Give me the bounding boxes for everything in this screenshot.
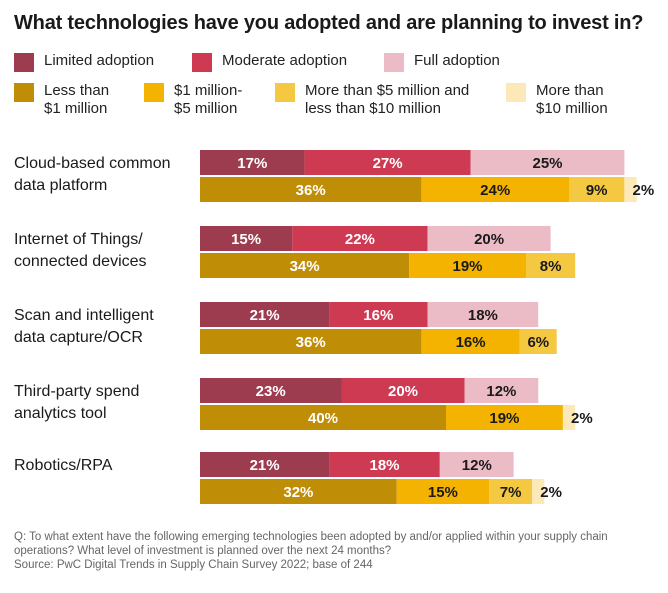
investment-value-label: 7% xyxy=(500,484,522,501)
legend-swatch xyxy=(384,53,404,72)
legend-label: More than $5 million and less than $10 m… xyxy=(305,82,470,117)
adoption-bar-segment xyxy=(341,378,465,403)
investment-bar-segment xyxy=(489,479,533,504)
legend-swatch xyxy=(275,83,295,102)
adoption-value-label: 27% xyxy=(373,155,403,172)
investment-value-label: 34% xyxy=(290,258,320,275)
legend-swatch xyxy=(192,53,212,72)
investment-bar-segment xyxy=(409,253,526,278)
chart-title: What technologies have you adopted and a… xyxy=(14,12,644,34)
legend-item-more-than-10m: More than $10 million xyxy=(506,82,608,118)
investment-value-label: 40% xyxy=(308,410,338,427)
category-label-ocr: Scan and intelligent data capture/OCR xyxy=(14,307,154,346)
investment-value-label: 15% xyxy=(428,484,458,501)
category-label-cloud: Cloud-based common data platform xyxy=(14,155,171,194)
footnote-question: Q: To what extent have the following eme… xyxy=(14,531,608,557)
adoption-value-label: 20% xyxy=(474,231,504,248)
legend-item-full-adoption: Full adoption xyxy=(384,52,500,72)
legend-item-limited-adoption: Limited adoption xyxy=(14,52,154,72)
adoption-value-label: 23% xyxy=(256,383,286,400)
investment-value-label: 2% xyxy=(540,484,562,501)
adoption-bar-segment xyxy=(464,378,539,403)
investment-bar-segment xyxy=(519,329,557,354)
adoption-value-label: 18% xyxy=(468,307,498,324)
adoption-bar-segment xyxy=(427,226,551,251)
adoption-value-label: 20% xyxy=(388,383,418,400)
investment-bar-segment xyxy=(200,253,410,278)
adoption-bar-segment xyxy=(200,226,293,251)
legend-swatch xyxy=(14,83,34,102)
investment-bar-segment xyxy=(624,177,637,202)
footnote-source: Source: PwC Digital Trends in Supply Cha… xyxy=(14,559,373,571)
legend-swatch xyxy=(144,83,164,102)
investment-bar-segment xyxy=(200,479,397,504)
investment-bar-segment xyxy=(200,177,422,202)
investment-value-label: 6% xyxy=(527,334,549,351)
adoption-value-label: 12% xyxy=(462,457,492,474)
adoption-bar-segment xyxy=(200,378,342,403)
investment-bar-segment xyxy=(526,253,576,278)
category-label-robotics: Robotics/RPA xyxy=(14,457,113,474)
legend-label: $1 million- $5 million xyxy=(174,82,243,117)
investment-value-label: 16% xyxy=(456,334,486,351)
legend-label: Moderate adoption xyxy=(222,52,348,69)
legend-item-5m-10m: More than $5 million and less than $10 m… xyxy=(275,82,469,118)
investment-value-label: 2% xyxy=(633,182,655,199)
investment-value-label: 9% xyxy=(586,182,608,199)
investment-value-label: 2% xyxy=(571,410,593,427)
investment-value-label: 8% xyxy=(540,258,562,275)
investment-bar-segment xyxy=(569,177,625,202)
adoption-value-label: 16% xyxy=(363,307,393,324)
investment-bar-segment xyxy=(200,405,446,430)
adoption-value-label: 12% xyxy=(486,383,516,400)
investment-bar-segment xyxy=(421,329,520,354)
legend-label: More than $10 million xyxy=(536,82,608,117)
adoption-bar-segment xyxy=(470,150,625,175)
investment-value-label: 24% xyxy=(480,182,510,199)
adoption-bar-segment xyxy=(439,452,514,477)
investment-bar-segment xyxy=(421,177,569,202)
adoption-value-label: 18% xyxy=(369,457,399,474)
adoption-bar-segment xyxy=(200,452,330,477)
legend-label: Full adoption xyxy=(414,52,500,69)
adoption-bar-segment xyxy=(427,302,539,327)
adoption-bar-segment xyxy=(200,302,330,327)
adoption-value-label: 21% xyxy=(250,457,280,474)
adoption-value-label: 17% xyxy=(237,155,267,172)
category-label-spend-analytics: Third-party spend analytics tool xyxy=(14,383,140,422)
adoption-bar-segment xyxy=(200,150,305,175)
investment-bar-segment xyxy=(396,479,490,504)
investment-value-label: 36% xyxy=(296,334,326,351)
investment-bar-segment xyxy=(200,329,422,354)
legend-item-moderate-adoption: Moderate adoption xyxy=(192,52,347,72)
investment-value-label: 19% xyxy=(489,410,519,427)
investment-value-label: 32% xyxy=(283,484,313,501)
investment-bar-segment xyxy=(446,405,563,430)
legend-swatch xyxy=(506,83,526,102)
legend-label: Less than $1 million xyxy=(44,82,110,117)
category-label-iot: Internet of Things/ connected devices xyxy=(14,231,147,270)
adoption-bar-segment xyxy=(304,150,471,175)
legend-swatch xyxy=(14,53,34,72)
investment-bar-segment xyxy=(562,405,576,430)
legend-item-1m-5m: $1 million- $5 million xyxy=(144,82,242,118)
adoption-bar-segment xyxy=(329,302,428,327)
legend: Limited adoption Moderate adoption Full … xyxy=(0,0,668,120)
investment-value-label: 19% xyxy=(452,258,482,275)
adoption-value-label: 15% xyxy=(231,231,261,248)
adoption-value-label: 25% xyxy=(532,155,562,172)
adoption-value-label: 21% xyxy=(250,307,280,324)
adoption-bar-segment xyxy=(329,452,440,477)
legend-item-less-than-1m: Less than $1 million xyxy=(14,82,109,118)
adoption-bar-segment xyxy=(292,226,428,251)
footnote: Q: To what extent have the following eme… xyxy=(14,530,654,572)
investment-value-label: 36% xyxy=(296,182,326,199)
legend-label: Limited adoption xyxy=(44,52,155,69)
investment-bar-segment xyxy=(532,479,545,504)
adoption-value-label: 22% xyxy=(345,231,375,248)
